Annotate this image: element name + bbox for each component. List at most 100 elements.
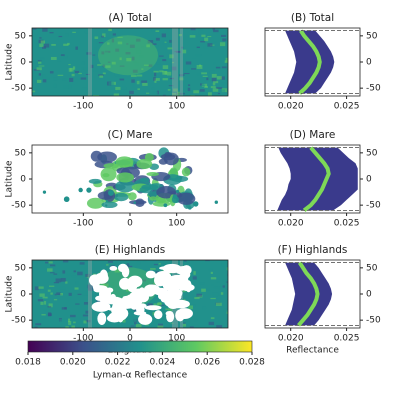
- map-speckle: [213, 29, 219, 33]
- map-speckle: [50, 264, 56, 267]
- map-speckle: [56, 38, 59, 41]
- map-speckle: [155, 59, 161, 64]
- map-speckle: [42, 79, 47, 83]
- map-speckle: [113, 93, 120, 96]
- y-tick-label: 50: [15, 263, 27, 273]
- colorbar-tick-label: 0.022: [105, 358, 131, 368]
- map-speckle: [161, 33, 166, 38]
- map-speckle: [157, 325, 164, 328]
- map-speckle: [218, 291, 221, 296]
- map-speckle: [166, 71, 172, 76]
- map-speckle: [90, 64, 94, 69]
- map-speckle: [216, 281, 220, 283]
- mare-mask: [165, 311, 172, 316]
- map-speckle: [183, 72, 190, 75]
- map-speckle: [171, 66, 177, 71]
- x-tick-label: 0.020: [278, 102, 304, 112]
- map-speckle: [85, 319, 91, 323]
- mare-patch: [101, 201, 118, 209]
- panel-title: (F) Highlands: [278, 244, 348, 256]
- mare-patch: [136, 158, 153, 170]
- map-speckle: [145, 92, 150, 94]
- map-speckle: [107, 42, 110, 45]
- map-speckle: [60, 277, 66, 282]
- map-speckle: [210, 317, 215, 320]
- mare-patch: [149, 196, 157, 201]
- map-speckle: [119, 65, 125, 67]
- mare-patch: [100, 167, 117, 182]
- mare-patch: [129, 199, 147, 205]
- map-speckle: [83, 67, 88, 71]
- x-tick-label: -100: [73, 102, 94, 112]
- map-speckle: [211, 73, 217, 78]
- x-tick-label: 100: [168, 102, 185, 112]
- map-speckle: [199, 282, 205, 285]
- map-speckle: [162, 78, 168, 81]
- map-speckle: [141, 68, 144, 70]
- map-speckle: [226, 267, 228, 271]
- map-speckle: [158, 323, 164, 327]
- map-speckle: [185, 61, 192, 65]
- mare-patch: [63, 196, 70, 203]
- map-speckle: [47, 268, 53, 272]
- map-speckle: [199, 38, 206, 41]
- map-speckle: [215, 302, 222, 306]
- map-speckle: [162, 65, 169, 69]
- map-speckle: [216, 320, 223, 325]
- y-tick-label: 0: [20, 175, 26, 185]
- map-speckle: [70, 314, 76, 318]
- map-speckle: [75, 46, 78, 50]
- map-speckle: [204, 37, 209, 42]
- map-stripe: [88, 260, 92, 328]
- map-speckle: [208, 321, 215, 326]
- map-speckle: [194, 318, 198, 322]
- map-speckle: [57, 74, 64, 76]
- map-speckle: [61, 307, 67, 310]
- map-speckle: [152, 43, 157, 46]
- map-speckle: [136, 80, 140, 85]
- map-speckle: [216, 76, 222, 80]
- map-speckle: [72, 66, 76, 70]
- map-speckle: [155, 37, 160, 41]
- map-speckle: [81, 67, 85, 70]
- map-speckle: [83, 320, 87, 324]
- map-speckle: [41, 314, 46, 316]
- map-speckle: [35, 323, 42, 326]
- map-speckle: [207, 36, 212, 38]
- map-speckle: [119, 39, 125, 42]
- mare-patch: [115, 180, 136, 193]
- mare-patch: [172, 194, 178, 199]
- map-speckle: [146, 44, 150, 48]
- map-speckle: [206, 77, 209, 81]
- map-speckle: [77, 293, 82, 295]
- map-speckle: [43, 43, 50, 48]
- y-tick-label: -50: [11, 316, 26, 326]
- map-speckle: [68, 292, 72, 296]
- map-speckle: [196, 33, 200, 37]
- map-speckle: [50, 292, 53, 295]
- map-speckle: [63, 318, 68, 322]
- map-speckle: [212, 82, 216, 86]
- mare-patch: [177, 192, 196, 205]
- map-speckle: [38, 73, 42, 76]
- map-speckle: [131, 319, 137, 323]
- map-speckle: [115, 86, 121, 91]
- y-tick-label: 0: [366, 58, 372, 68]
- y-tick-label: 0: [366, 290, 372, 300]
- map-speckle: [150, 267, 156, 270]
- y-tick-label: 50: [366, 263, 378, 273]
- map-image: [32, 28, 228, 96]
- map-speckle: [38, 286, 44, 289]
- mare-patch: [88, 178, 102, 184]
- map-speckle: [226, 281, 228, 283]
- mare-patch: [108, 190, 114, 196]
- map-speckle: [62, 78, 67, 81]
- map-speckle: [155, 30, 160, 33]
- map-speckle: [55, 278, 62, 283]
- mare-mask: [144, 284, 156, 297]
- map-speckle: [187, 87, 191, 92]
- map-speckle: [74, 70, 80, 74]
- map-speckle: [155, 271, 160, 274]
- map-speckle: [82, 314, 89, 317]
